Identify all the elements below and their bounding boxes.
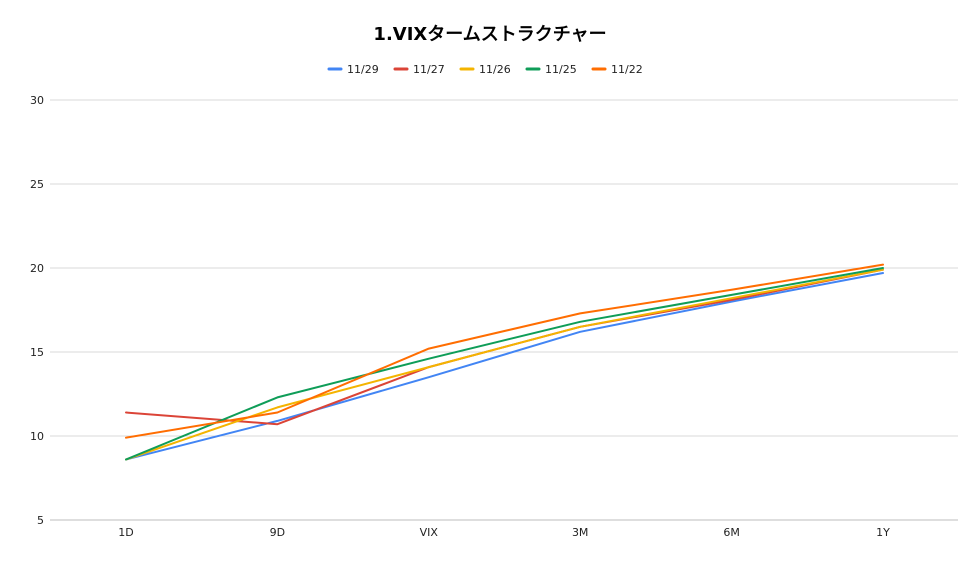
series-line-11-29 [125,272,884,461]
legend-item: 11/26 [459,63,511,76]
series-line-11-22 [125,263,884,439]
legend-label: 11/29 [347,63,379,76]
x-tick-label: 1D [118,526,133,539]
y-tick-label: 30 [30,94,44,107]
legend-item: 11/27 [393,63,445,76]
x-tick-label: 1Y [876,526,890,539]
x-tick-label: 3M [572,526,589,539]
legend: 11/29 11/27 11/26 11/25 11/22 [327,63,643,76]
legend-label: 11/25 [545,63,577,76]
x-axis-tick-labels: 1D 9D VIX 3M 6M 1Y [118,526,890,539]
y-tick-label: 15 [30,346,44,359]
series-line-11-25 [125,267,884,461]
y-tick-label: 20 [30,262,44,275]
y-axis-tick-labels: 5 10 15 20 25 30 [30,94,44,527]
legend-item: 11/22 [591,63,643,76]
legend-label: 11/26 [479,63,511,76]
legend-item: 11/29 [327,63,379,76]
y-tick-label: 25 [30,178,44,191]
x-tick-label: 9D [270,526,285,539]
legend-label: 11/27 [413,63,445,76]
chart-title: 1.VIXタームストラクチャー [373,24,606,45]
legend-item: 11/25 [525,63,577,76]
x-tick-label: VIX [420,526,439,539]
series-lines [125,263,884,461]
x-tick-label: 6M [723,526,740,539]
y-tick-label: 10 [30,430,44,443]
gridlines [50,99,958,521]
y-tick-label: 5 [37,514,44,527]
legend-label: 11/22 [611,63,643,76]
